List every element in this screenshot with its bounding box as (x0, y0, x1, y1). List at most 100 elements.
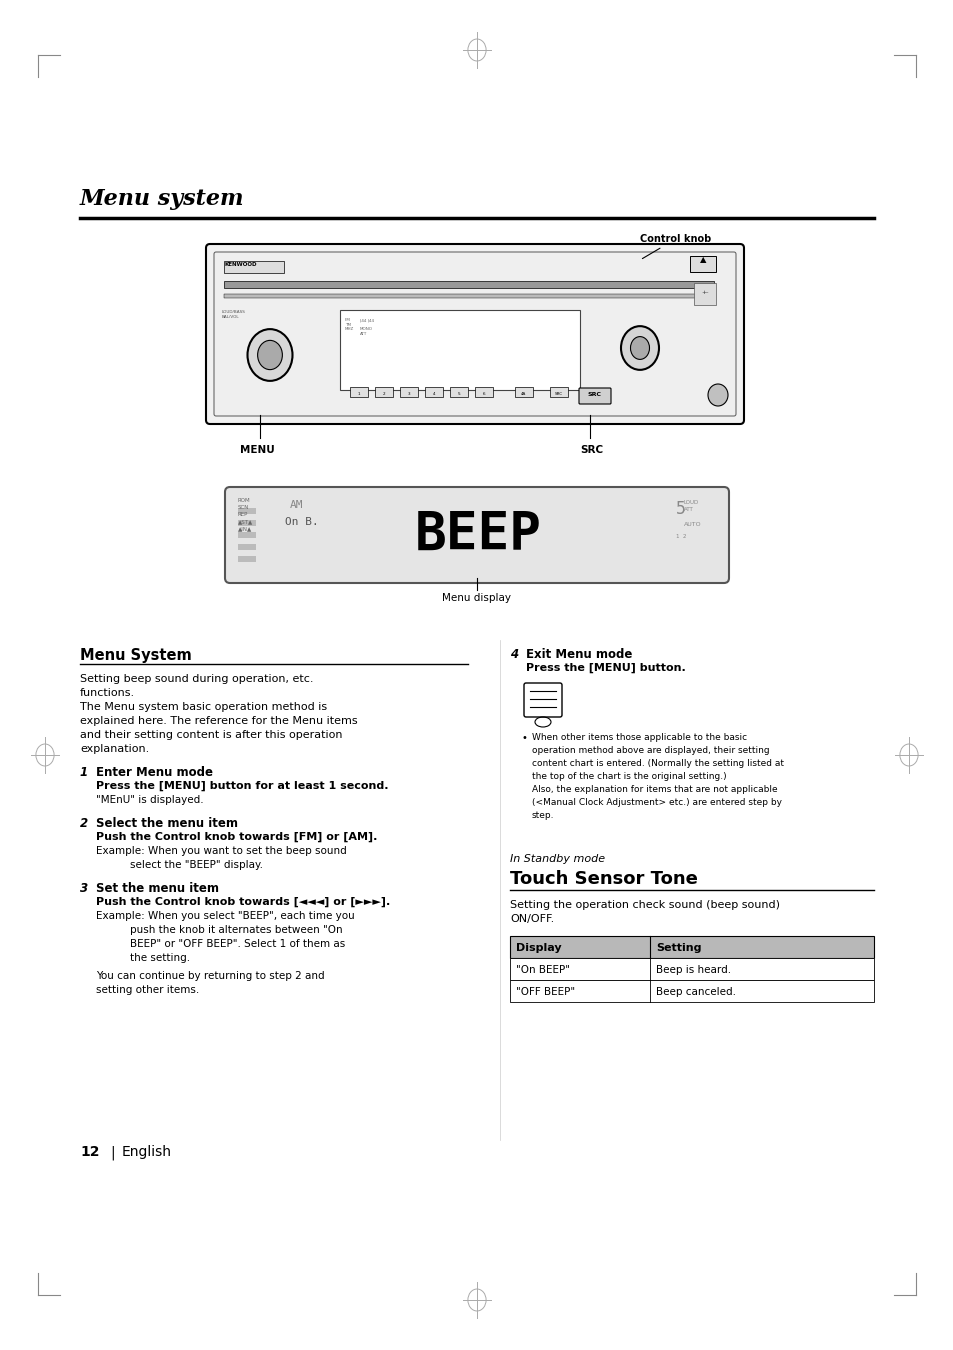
Bar (375, 387, 393, 397)
Bar (693, 284, 716, 305)
Text: Push the Control knob towards [◄◄◄] or [►►►].: Push the Control knob towards [◄◄◄] or [… (96, 896, 390, 907)
Text: You can continue by returning to step 2 and: You can continue by returning to step 2 … (96, 971, 324, 981)
Bar (510, 936, 873, 958)
Text: 1  2: 1 2 (676, 535, 686, 539)
Text: 6: 6 (482, 392, 485, 396)
Text: Exit Menu mode: Exit Menu mode (525, 648, 632, 662)
Text: 4A: 4A (520, 392, 526, 396)
Text: The Menu system basic operation method is: The Menu system basic operation method i… (80, 702, 327, 711)
Text: step.: step. (532, 811, 554, 819)
Text: BEEP: BEEP (415, 509, 541, 562)
Text: 3: 3 (407, 392, 410, 396)
Text: Also, the explanation for items that are not applicable: Also, the explanation for items that are… (532, 784, 777, 794)
Text: Press the [MENU] button.: Press the [MENU] button. (525, 663, 685, 674)
Bar (224, 294, 713, 298)
Text: MENU: MENU (240, 446, 274, 455)
Bar (515, 387, 533, 397)
Text: Press the [MENU] button for at least 1 second.: Press the [MENU] button for at least 1 s… (96, 782, 388, 791)
FancyBboxPatch shape (578, 387, 610, 404)
Text: Example: When you select "BEEP", each time you: Example: When you select "BEEP", each ti… (96, 911, 355, 921)
Text: Setting beep sound during operation, etc.: Setting beep sound during operation, etc… (80, 674, 314, 684)
Text: LOUD
ATT: LOUD ATT (683, 500, 699, 512)
Text: LOUD/BASS
BAL/VOL: LOUD/BASS BAL/VOL (222, 310, 246, 319)
Text: AUTO: AUTO (683, 522, 700, 526)
Text: KENWOOD: KENWOOD (225, 262, 257, 267)
Text: explained here. The reference for the Menu items: explained here. The reference for the Me… (80, 716, 357, 726)
Text: Control knob: Control knob (639, 234, 711, 259)
Text: +–: +– (700, 290, 708, 296)
Text: functions.: functions. (80, 688, 135, 698)
Ellipse shape (620, 327, 659, 370)
Bar (510, 958, 873, 980)
Text: Touch Sensor Tone: Touch Sensor Tone (510, 869, 698, 888)
Text: Enter Menu mode: Enter Menu mode (96, 765, 213, 779)
Bar (399, 387, 417, 397)
Text: FM
TM
MHZ: FM TM MHZ (345, 319, 354, 331)
Text: 4: 4 (510, 648, 517, 662)
Text: AM: AM (290, 500, 303, 510)
Text: Beep is heard.: Beep is heard. (656, 965, 730, 975)
Text: BEEP" or "OFF BEEP". Select 1 of them as: BEEP" or "OFF BEEP". Select 1 of them as (130, 940, 345, 949)
Text: 2: 2 (382, 392, 385, 396)
Text: Menu display: Menu display (442, 593, 511, 603)
Text: Select the menu item: Select the menu item (96, 817, 237, 830)
Bar (339, 310, 579, 390)
Text: Setting the operation check sound (beep sound): Setting the operation check sound (beep … (510, 900, 780, 910)
Text: "On BEEP": "On BEEP" (516, 965, 569, 975)
Text: ▲: ▲ (699, 255, 705, 265)
Text: Beep canceled.: Beep canceled. (656, 987, 735, 998)
Text: 1: 1 (80, 765, 88, 779)
Bar (510, 980, 873, 1002)
Bar (350, 387, 368, 397)
Text: English: English (122, 1145, 172, 1160)
Text: 4: 4 (433, 392, 435, 396)
Text: In Standby mode: In Standby mode (510, 855, 604, 864)
Ellipse shape (247, 329, 293, 381)
Bar (424, 387, 442, 397)
Text: content chart is entered. (Normally the setting listed at: content chart is entered. (Normally the … (532, 759, 783, 768)
Text: |44 |44

MONO
ATT: |44 |44 MONO ATT (359, 319, 374, 336)
Ellipse shape (630, 336, 649, 359)
Text: SRC: SRC (555, 392, 562, 396)
Bar (237, 556, 255, 562)
Bar (224, 281, 713, 288)
Bar (237, 544, 255, 549)
Bar (475, 387, 493, 397)
Ellipse shape (257, 340, 282, 370)
Text: 5: 5 (676, 500, 685, 518)
Text: ON/OFF.: ON/OFF. (510, 914, 554, 923)
Text: the top of the chart is the original setting.): the top of the chart is the original set… (532, 772, 726, 782)
Text: "MEnU" is displayed.: "MEnU" is displayed. (96, 795, 203, 805)
Text: •: • (521, 733, 527, 743)
Text: Example: When you want to set the beep sound: Example: When you want to set the beep s… (96, 846, 346, 856)
Text: When other items those applicable to the basic: When other items those applicable to the… (532, 733, 746, 743)
Text: operation method above are displayed, their setting: operation method above are displayed, th… (532, 747, 769, 755)
Text: Menu system: Menu system (80, 188, 244, 211)
Bar (550, 387, 567, 397)
FancyBboxPatch shape (523, 683, 561, 717)
Text: and their setting content is after this operation: and their setting content is after this … (80, 730, 342, 740)
Bar (224, 261, 284, 273)
Text: Menu System: Menu System (80, 648, 192, 663)
Bar (237, 532, 255, 539)
Bar (689, 256, 716, 271)
Text: "OFF BEEP": "OFF BEEP" (516, 987, 575, 998)
Text: push the knob it alternates between "On: push the knob it alternates between "On (130, 925, 342, 936)
Text: 2: 2 (80, 817, 88, 830)
Text: select the "BEEP" display.: select the "BEEP" display. (130, 860, 263, 869)
Bar (237, 508, 255, 514)
Text: ROM
SCN
REP
▲ST▲
▲IN▲: ROM SCN REP ▲ST▲ ▲IN▲ (237, 498, 253, 531)
Text: |: | (110, 1145, 114, 1160)
Text: 1: 1 (357, 392, 360, 396)
Bar (237, 520, 255, 526)
Text: Set the menu item: Set the menu item (96, 882, 219, 895)
Text: Display: Display (516, 944, 561, 953)
Text: 12: 12 (80, 1145, 99, 1160)
Ellipse shape (707, 383, 727, 406)
Text: 5: 5 (457, 392, 460, 396)
FancyBboxPatch shape (225, 487, 728, 583)
Text: Push the Control knob towards [FM] or [AM].: Push the Control knob towards [FM] or [A… (96, 832, 377, 842)
Text: explanation.: explanation. (80, 744, 149, 755)
FancyBboxPatch shape (213, 252, 735, 416)
Text: On B.: On B. (285, 517, 318, 526)
